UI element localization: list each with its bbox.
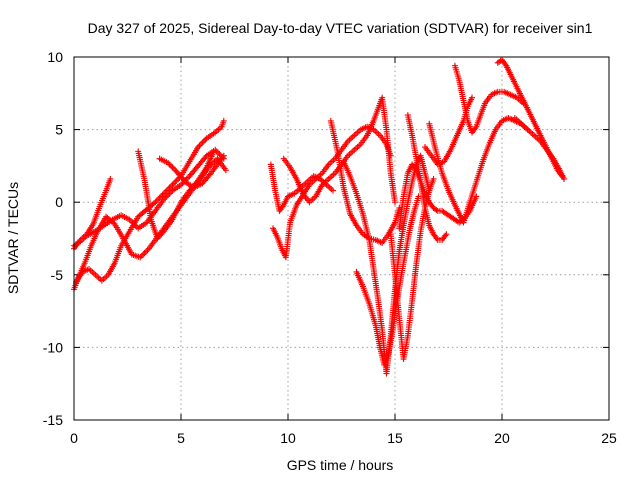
- data-point: [561, 175, 568, 182]
- x-tick-label: 15: [387, 430, 403, 446]
- x-tick-label: 20: [494, 430, 510, 446]
- x-tick-label: 0: [70, 430, 78, 446]
- series-arc-l: [340, 152, 433, 377]
- data-point: [392, 199, 398, 206]
- series-arc-d: [71, 175, 114, 252]
- data-point: [329, 187, 336, 194]
- series-arc-c: [73, 117, 227, 286]
- x-tick-label: 5: [177, 430, 185, 446]
- data-point: [220, 117, 227, 124]
- series-arc-r: [451, 62, 527, 136]
- series-arc-f: [156, 152, 227, 191]
- series-arc-e: [135, 148, 217, 242]
- x-axis-label: GPS time / hours: [287, 457, 394, 473]
- chart-title: Day 327 of 2025, Sidereal Day-to-day VTE…: [88, 20, 593, 36]
- data-point: [220, 152, 227, 159]
- data-point: [150, 200, 157, 207]
- series-arc-t: [511, 114, 568, 182]
- data-point: [396, 205, 403, 212]
- grid-lines: [74, 57, 609, 420]
- y-tick-label: 10: [47, 49, 63, 65]
- data-point: [433, 206, 440, 213]
- data-point: [107, 175, 114, 182]
- y-tick-label: 0: [55, 194, 63, 210]
- data-point: [443, 231, 450, 238]
- y-tick-label: -15: [43, 412, 63, 428]
- y-tick-label: -5: [51, 267, 64, 283]
- y-tick-label: -10: [43, 339, 63, 355]
- series-arc-q: [426, 114, 531, 226]
- plot-frame: [73, 56, 610, 421]
- plot-area: [71, 56, 568, 377]
- series-arc-j: [327, 117, 403, 246]
- data-point: [430, 175, 437, 182]
- data-point: [110, 219, 117, 226]
- x-tick-label: 25: [601, 430, 617, 446]
- data-point: [222, 167, 229, 174]
- x-tick-labels: 0 5 10 15 20 25: [70, 430, 617, 446]
- data-point: [210, 149, 217, 156]
- series-arc-o: [404, 112, 450, 243]
- y-tick-labels: -15 -10 -5 0 5 10: [43, 49, 63, 428]
- y-axis-label: SDTVAR / TECUs: [5, 182, 21, 294]
- y-tick-label: 5: [55, 122, 63, 138]
- data-point: [469, 94, 476, 101]
- x-tick-label: 10: [280, 430, 296, 446]
